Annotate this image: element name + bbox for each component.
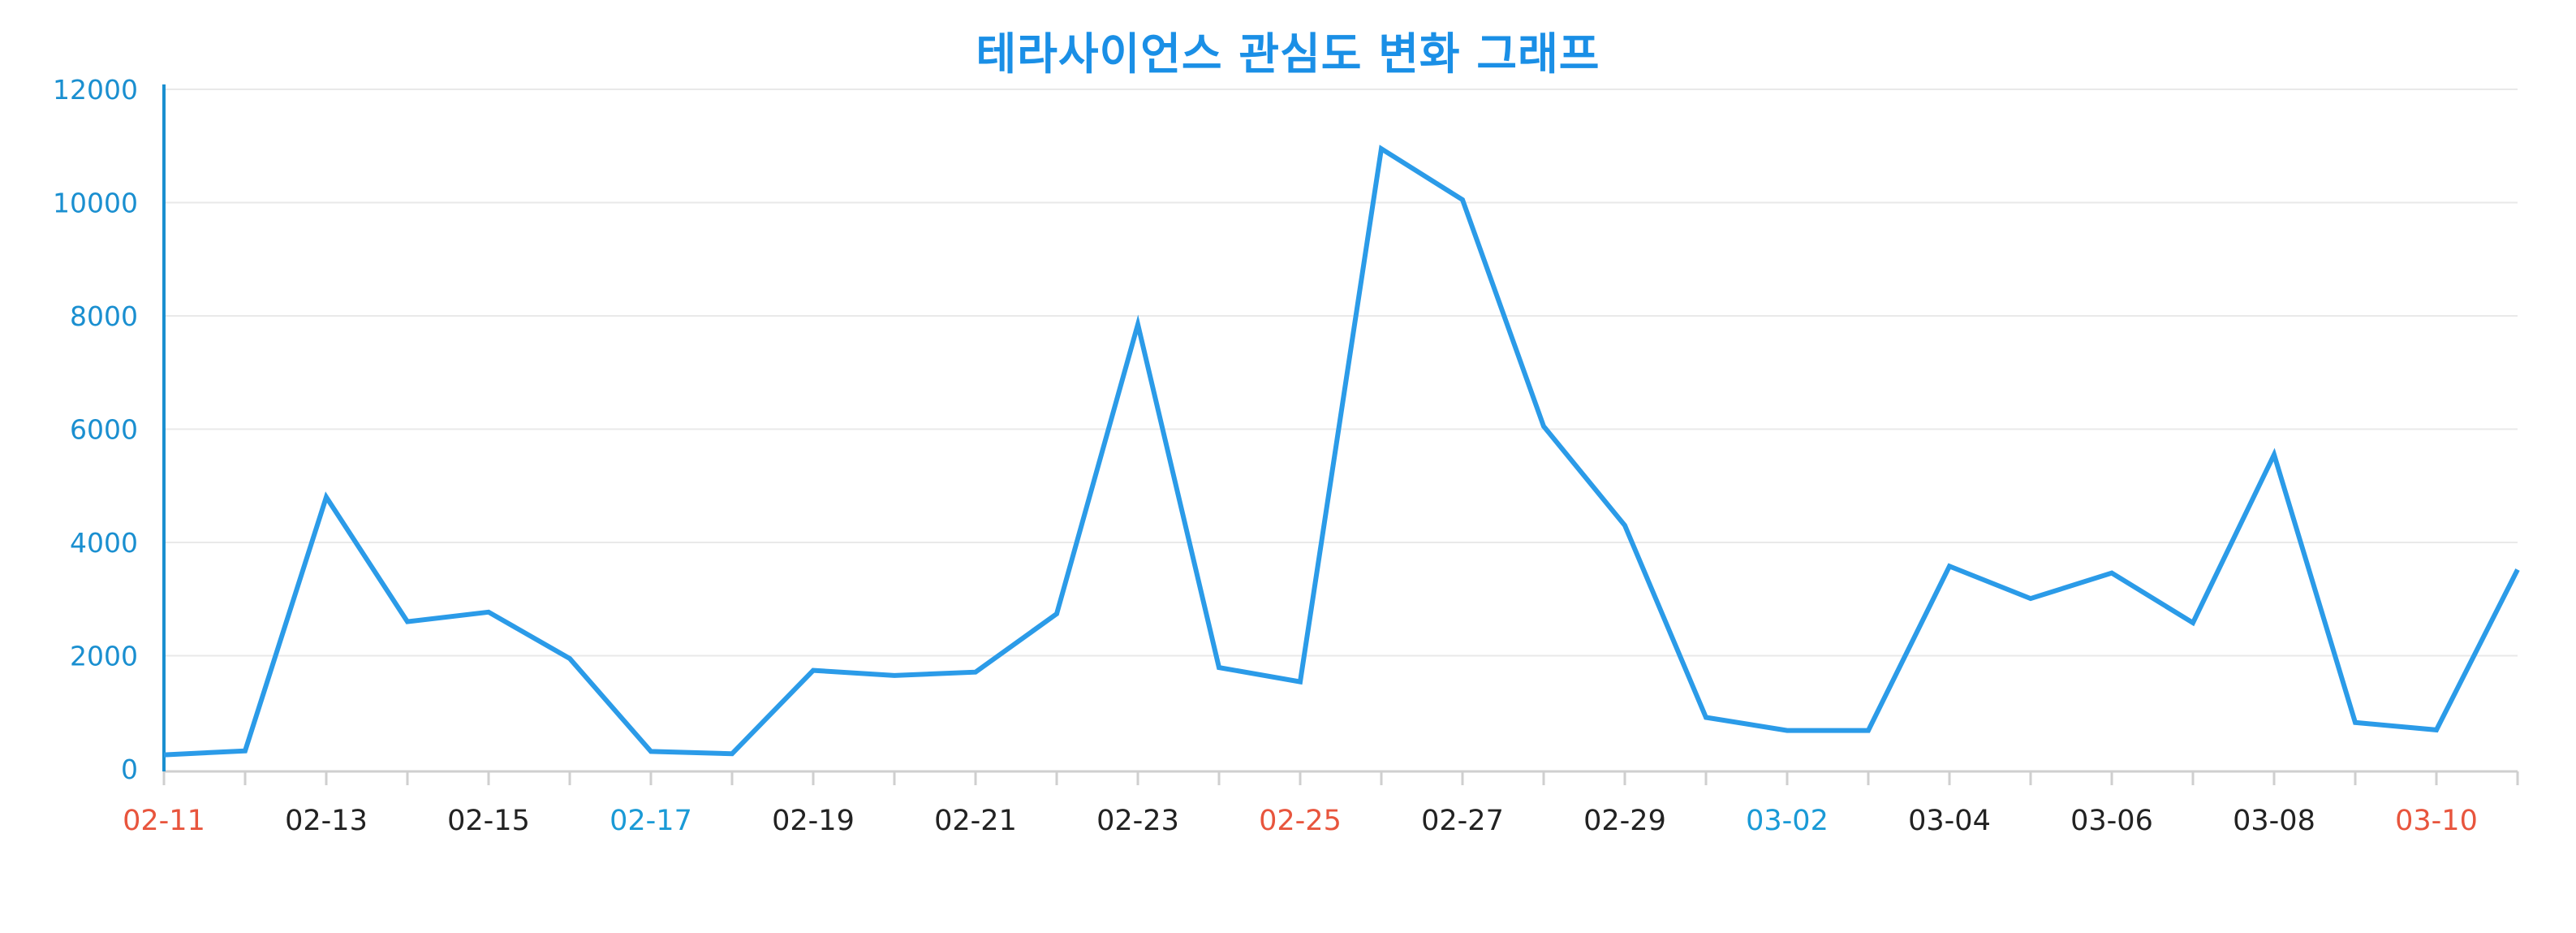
x-tick-label: 03-04 (1908, 805, 1991, 837)
x-tick-label: 03-02 (1746, 805, 1829, 837)
x-tick-label: 03-10 (2395, 805, 2478, 837)
y-tick-label: 12000 (53, 74, 138, 106)
x-tick-label: 02-15 (447, 805, 530, 837)
y-tick-label: 10000 (53, 188, 138, 219)
y-tick-label: 4000 (70, 527, 138, 559)
x-tick-label: 02-11 (123, 805, 205, 837)
y-tick-label: 0 (121, 754, 138, 785)
x-tick-label: 02-23 (1096, 805, 1179, 837)
x-tick-label: 02-27 (1421, 805, 1504, 837)
x-tick-label: 02-25 (1259, 805, 1342, 837)
series-line (163, 145, 2520, 758)
x-tick-label: 02-21 (934, 805, 1017, 837)
y-tick-label: 2000 (70, 641, 138, 672)
x-tick-label: 02-13 (285, 805, 368, 837)
x-tick-label: 03-06 (2070, 805, 2153, 837)
x-tick-label: 02-29 (1583, 805, 1666, 837)
chart-title: 테라사이언스 관심도 변화 그래프 (976, 28, 1600, 80)
y-tick-label: 8000 (70, 300, 138, 332)
x-tick-label: 02-19 (772, 805, 855, 837)
x-tick-label: 02-17 (610, 805, 692, 837)
x-tick-label: 03-08 (2233, 805, 2315, 837)
y-tick-label: 6000 (70, 414, 138, 446)
